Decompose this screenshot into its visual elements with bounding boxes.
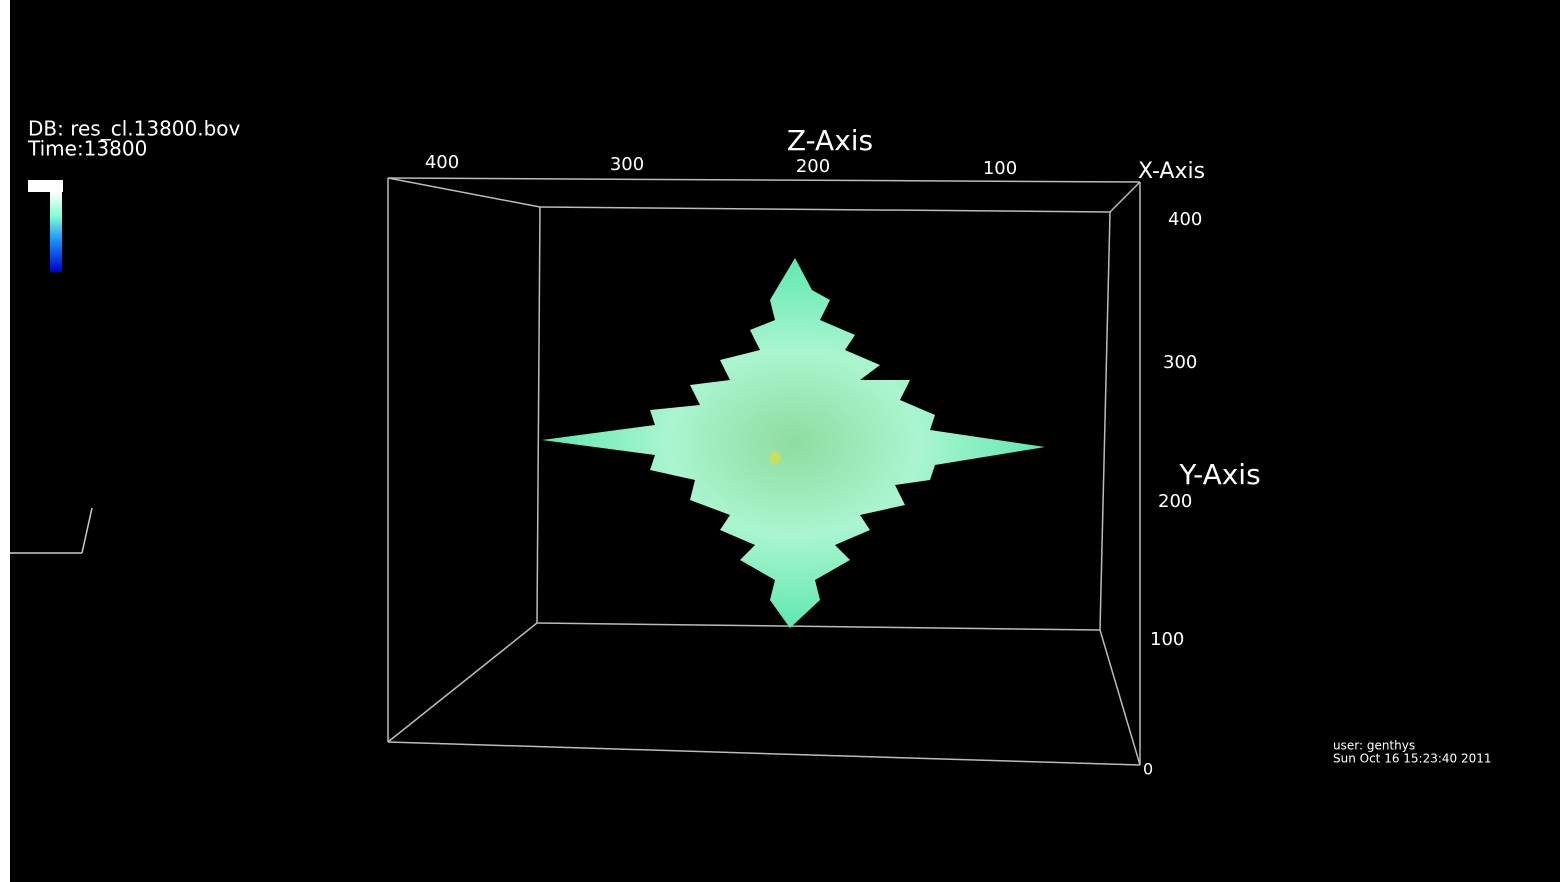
y-tick-label: 300: [1163, 352, 1197, 373]
x-axis-title: X-Axis: [1138, 159, 1205, 184]
dendrite-core: [769, 452, 781, 464]
y-tick-label: 400: [1168, 209, 1202, 230]
time-label: Time:13800: [27, 137, 147, 161]
y-tick-label: 0: [1143, 760, 1153, 779]
bounding-box: [387, 177, 1141, 766]
y-tick-label: 100: [1150, 629, 1184, 650]
z-axis-title: Z-Axis: [787, 124, 873, 157]
z-tick-label: 100: [983, 158, 1017, 179]
legend-swatch: [28, 180, 63, 192]
z-tick-label: 400: [425, 152, 459, 173]
user-label: user: genthys: [1333, 739, 1415, 753]
z-tick-label: 200: [796, 156, 830, 177]
y-axis-title: Y-Axis: [1178, 458, 1260, 491]
date-label: Sun Oct 16 15:23:40 2011: [1333, 752, 1492, 766]
dendrite: [542, 258, 1045, 628]
db-label: DB: res_cl.13800.bov: [28, 117, 241, 141]
z-tick-label: 300: [610, 154, 644, 175]
legend-colorbar: [50, 192, 62, 272]
axis-triad: [10, 507, 93, 554]
y-tick-label: 200: [1158, 491, 1192, 512]
